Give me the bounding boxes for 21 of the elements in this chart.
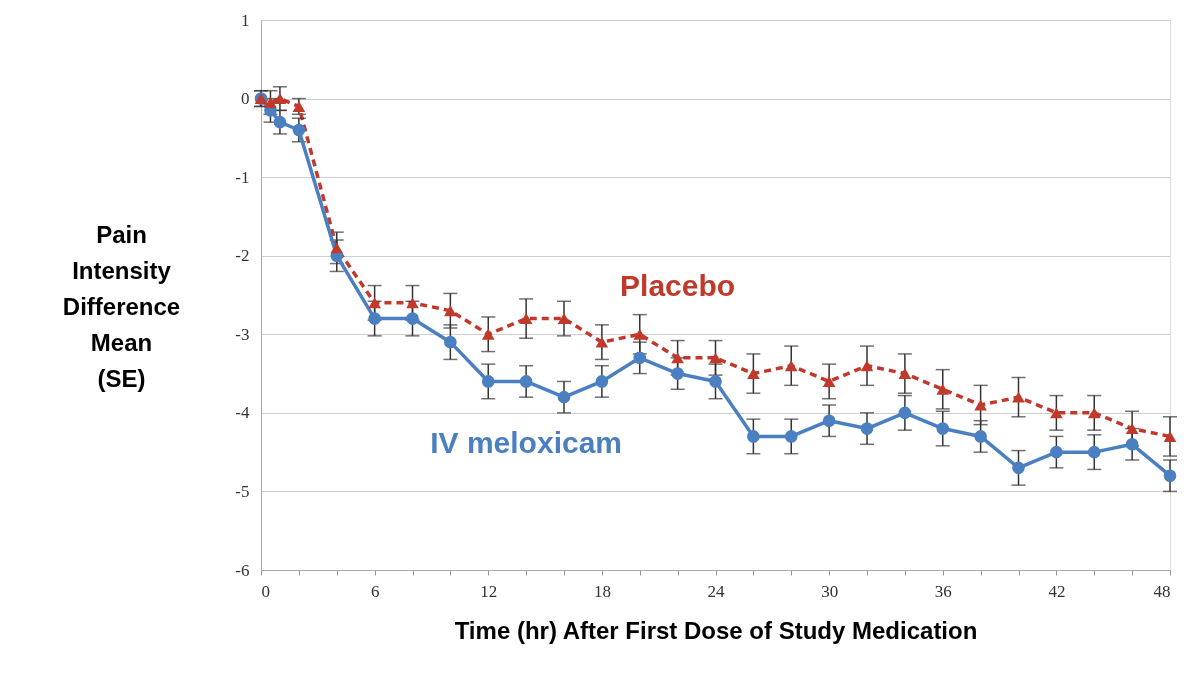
x-tick-label: 48 [1153,581,1171,601]
x-tick-label: 42 [1048,581,1066,601]
y-tick-label: -5 [235,481,250,501]
y-tick-label: -4 [235,403,250,423]
y-tick-label: 0 [241,89,250,109]
y-tick-label: -2 [235,246,250,266]
y-tick-label: -1 [235,167,250,187]
y-tick-label: -3 [235,324,250,344]
y-tick-label: -6 [235,560,250,580]
x-tick-label: 6 [370,581,380,601]
x-tick-label: 12 [480,581,498,601]
x-tick-label: 36 [934,581,952,601]
x-tick-label: 18 [593,581,611,601]
y-axis-title: Pain Intensity Difference Mean (SE) [62,220,181,392]
x-tick-label: 30 [821,581,839,601]
series-label: IV meloxicam [430,426,623,460]
series-label: Placebo [620,269,736,303]
y-tick-label: 1 [241,10,250,30]
x-tick-label: 24 [707,581,725,601]
x-axis-title: Time (hr) After First Dose of Study Medication [454,616,978,644]
x-tick-label: 0 [261,581,270,601]
